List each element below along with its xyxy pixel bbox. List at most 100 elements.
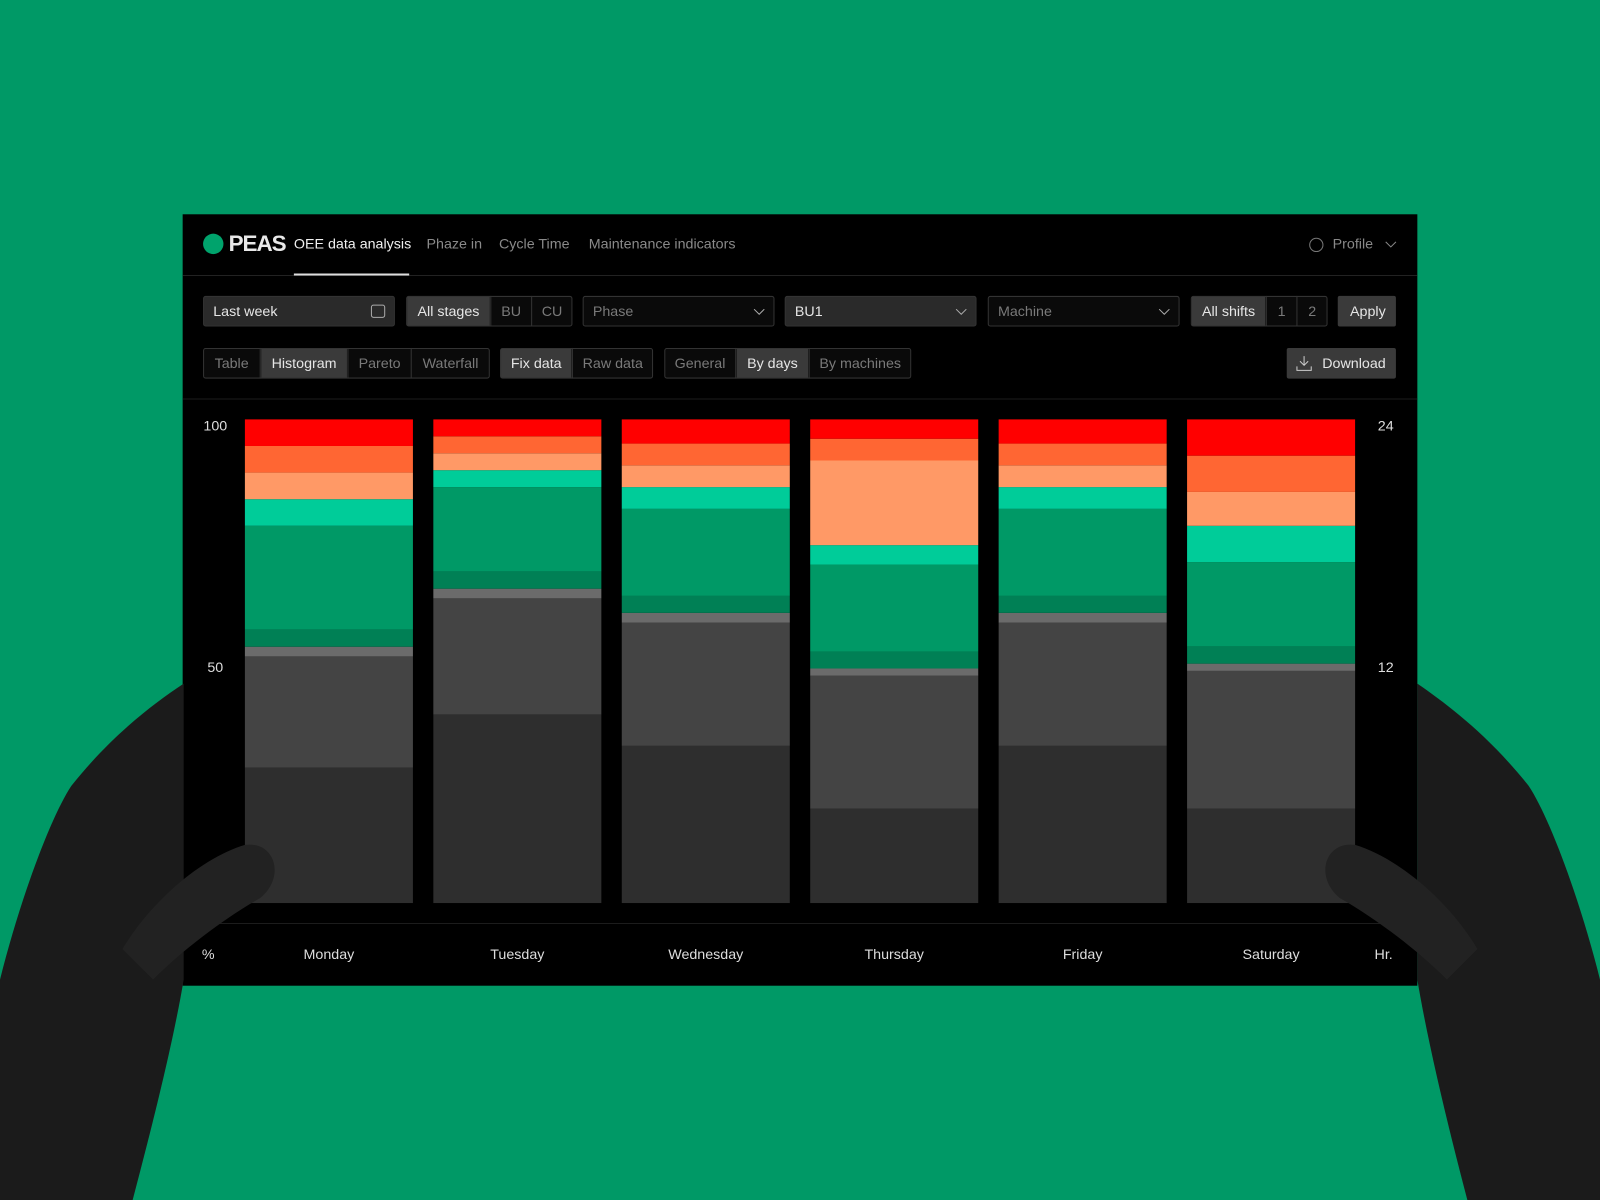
bar-segment xyxy=(998,419,1167,444)
bar-segment xyxy=(1187,663,1356,671)
segment[interactable]: CU xyxy=(542,304,563,320)
x-tick-label: Monday xyxy=(304,947,356,963)
bar-segment xyxy=(433,470,602,488)
bar-segment xyxy=(621,443,790,466)
nav-item[interactable]: Maintenance indicators xyxy=(589,237,736,253)
logo-dot xyxy=(203,233,224,255)
bar-segment xyxy=(244,656,413,768)
bar-segment xyxy=(621,508,790,596)
button[interactable] xyxy=(1286,347,1396,379)
bar-segment xyxy=(244,472,413,500)
segment[interactable]: Fix data xyxy=(511,356,562,372)
input-label[interactable]: Machine xyxy=(998,304,1052,320)
bar-segment xyxy=(244,525,413,630)
segment-active xyxy=(736,348,809,378)
segment[interactable]: Waterfall xyxy=(423,356,479,372)
nav-item[interactable]: Cycle Time xyxy=(499,237,570,253)
bar-segment xyxy=(998,622,1167,746)
bar-segment xyxy=(998,465,1167,488)
bar-segment xyxy=(1187,419,1356,456)
bar-segment xyxy=(433,714,602,904)
bar-segment xyxy=(998,487,1167,509)
bar-segment xyxy=(621,745,790,904)
y-tick-label: 100 xyxy=(203,418,227,434)
input-label[interactable]: Phase xyxy=(593,304,634,320)
segment[interactable]: Histogram xyxy=(272,356,337,372)
logo[interactable]: PEAS xyxy=(229,231,288,256)
bar-segment xyxy=(998,595,1167,613)
nav-item[interactable]: OEE data analysis xyxy=(294,237,411,253)
input-label[interactable]: Last week xyxy=(213,304,278,320)
input-box[interactable] xyxy=(784,295,977,327)
segment[interactable]: All shifts xyxy=(1202,304,1255,320)
segment-active xyxy=(261,348,347,378)
chevron xyxy=(1158,308,1170,316)
bar-segment xyxy=(1187,525,1356,563)
chevron xyxy=(753,308,765,316)
hands xyxy=(0,683,1600,1200)
y2-tick-label: 12 xyxy=(1378,660,1394,676)
segment-active xyxy=(407,296,490,326)
chart: 50 100 12 24% Hr. Monday Tuesday Wednesday Thurs… xyxy=(202,418,1394,963)
bar-segment xyxy=(1187,808,1356,904)
bar-segment xyxy=(433,436,602,454)
bar-segment xyxy=(810,668,979,676)
segment[interactable]: Pareto xyxy=(359,356,401,372)
bar-segment xyxy=(433,453,602,471)
segment[interactable]: BU xyxy=(501,304,521,320)
left-hand xyxy=(0,683,184,1200)
bar-segment xyxy=(621,595,790,613)
bar-segment xyxy=(433,598,602,715)
bar-segment xyxy=(998,612,1167,623)
y2-tick-label: 24 xyxy=(1378,418,1394,434)
bar-segment xyxy=(998,745,1167,904)
bar-segment xyxy=(244,445,413,473)
bar-segment xyxy=(1187,562,1356,647)
x-tick-label: Tuesday xyxy=(490,947,545,963)
segment[interactable]: Table xyxy=(215,356,249,372)
segment[interactable]: 1 xyxy=(1278,304,1286,320)
y-axis-label: % xyxy=(202,947,215,963)
bar-segment xyxy=(433,588,602,599)
button-label[interactable]: Download xyxy=(1322,356,1386,372)
segment[interactable]: By machines xyxy=(819,356,901,372)
bar-segment xyxy=(810,651,979,669)
segment[interactable]: General xyxy=(675,356,726,372)
input-label[interactable]: BU1 xyxy=(795,304,823,320)
bar-segment xyxy=(621,487,790,509)
bar-segment xyxy=(621,465,790,488)
profile-icon xyxy=(1309,237,1324,253)
bar-segment xyxy=(433,419,602,437)
button-label[interactable]: Apply xyxy=(1350,304,1387,320)
input-box[interactable] xyxy=(203,295,395,327)
bar-segment xyxy=(433,487,602,572)
segment[interactable]: 2 xyxy=(1308,304,1316,320)
segment[interactable]: All stages xyxy=(418,304,480,320)
bar-segment xyxy=(621,419,790,444)
bar-segment xyxy=(1187,455,1356,492)
segment-active xyxy=(1191,296,1266,326)
bar-segment xyxy=(810,564,979,652)
x-tick-label: Wednesday xyxy=(668,947,744,963)
bar-segment xyxy=(810,438,979,461)
bar-segment xyxy=(244,629,413,647)
button[interactable] xyxy=(1337,295,1396,327)
chevron xyxy=(955,308,967,316)
bar-segment xyxy=(998,443,1167,466)
input-box[interactable] xyxy=(987,295,1180,327)
bar-segment xyxy=(810,460,979,546)
input-box[interactable] xyxy=(582,295,775,327)
x-tick-label: Friday xyxy=(1063,947,1104,963)
bar-segment xyxy=(1187,646,1356,664)
nav-item[interactable]: Phaze in xyxy=(427,237,483,253)
x-tick-label: Saturday xyxy=(1243,947,1301,963)
bar-segment xyxy=(621,612,790,623)
segment[interactable]: By days xyxy=(747,356,798,372)
x-tick-label: Thursday xyxy=(864,947,924,963)
profile[interactable]: Profile xyxy=(1333,237,1374,253)
segment[interactable]: Raw data xyxy=(583,356,643,372)
bar-segment xyxy=(810,808,979,904)
right-hand xyxy=(1417,683,1600,1200)
bar-segment xyxy=(1187,491,1356,526)
